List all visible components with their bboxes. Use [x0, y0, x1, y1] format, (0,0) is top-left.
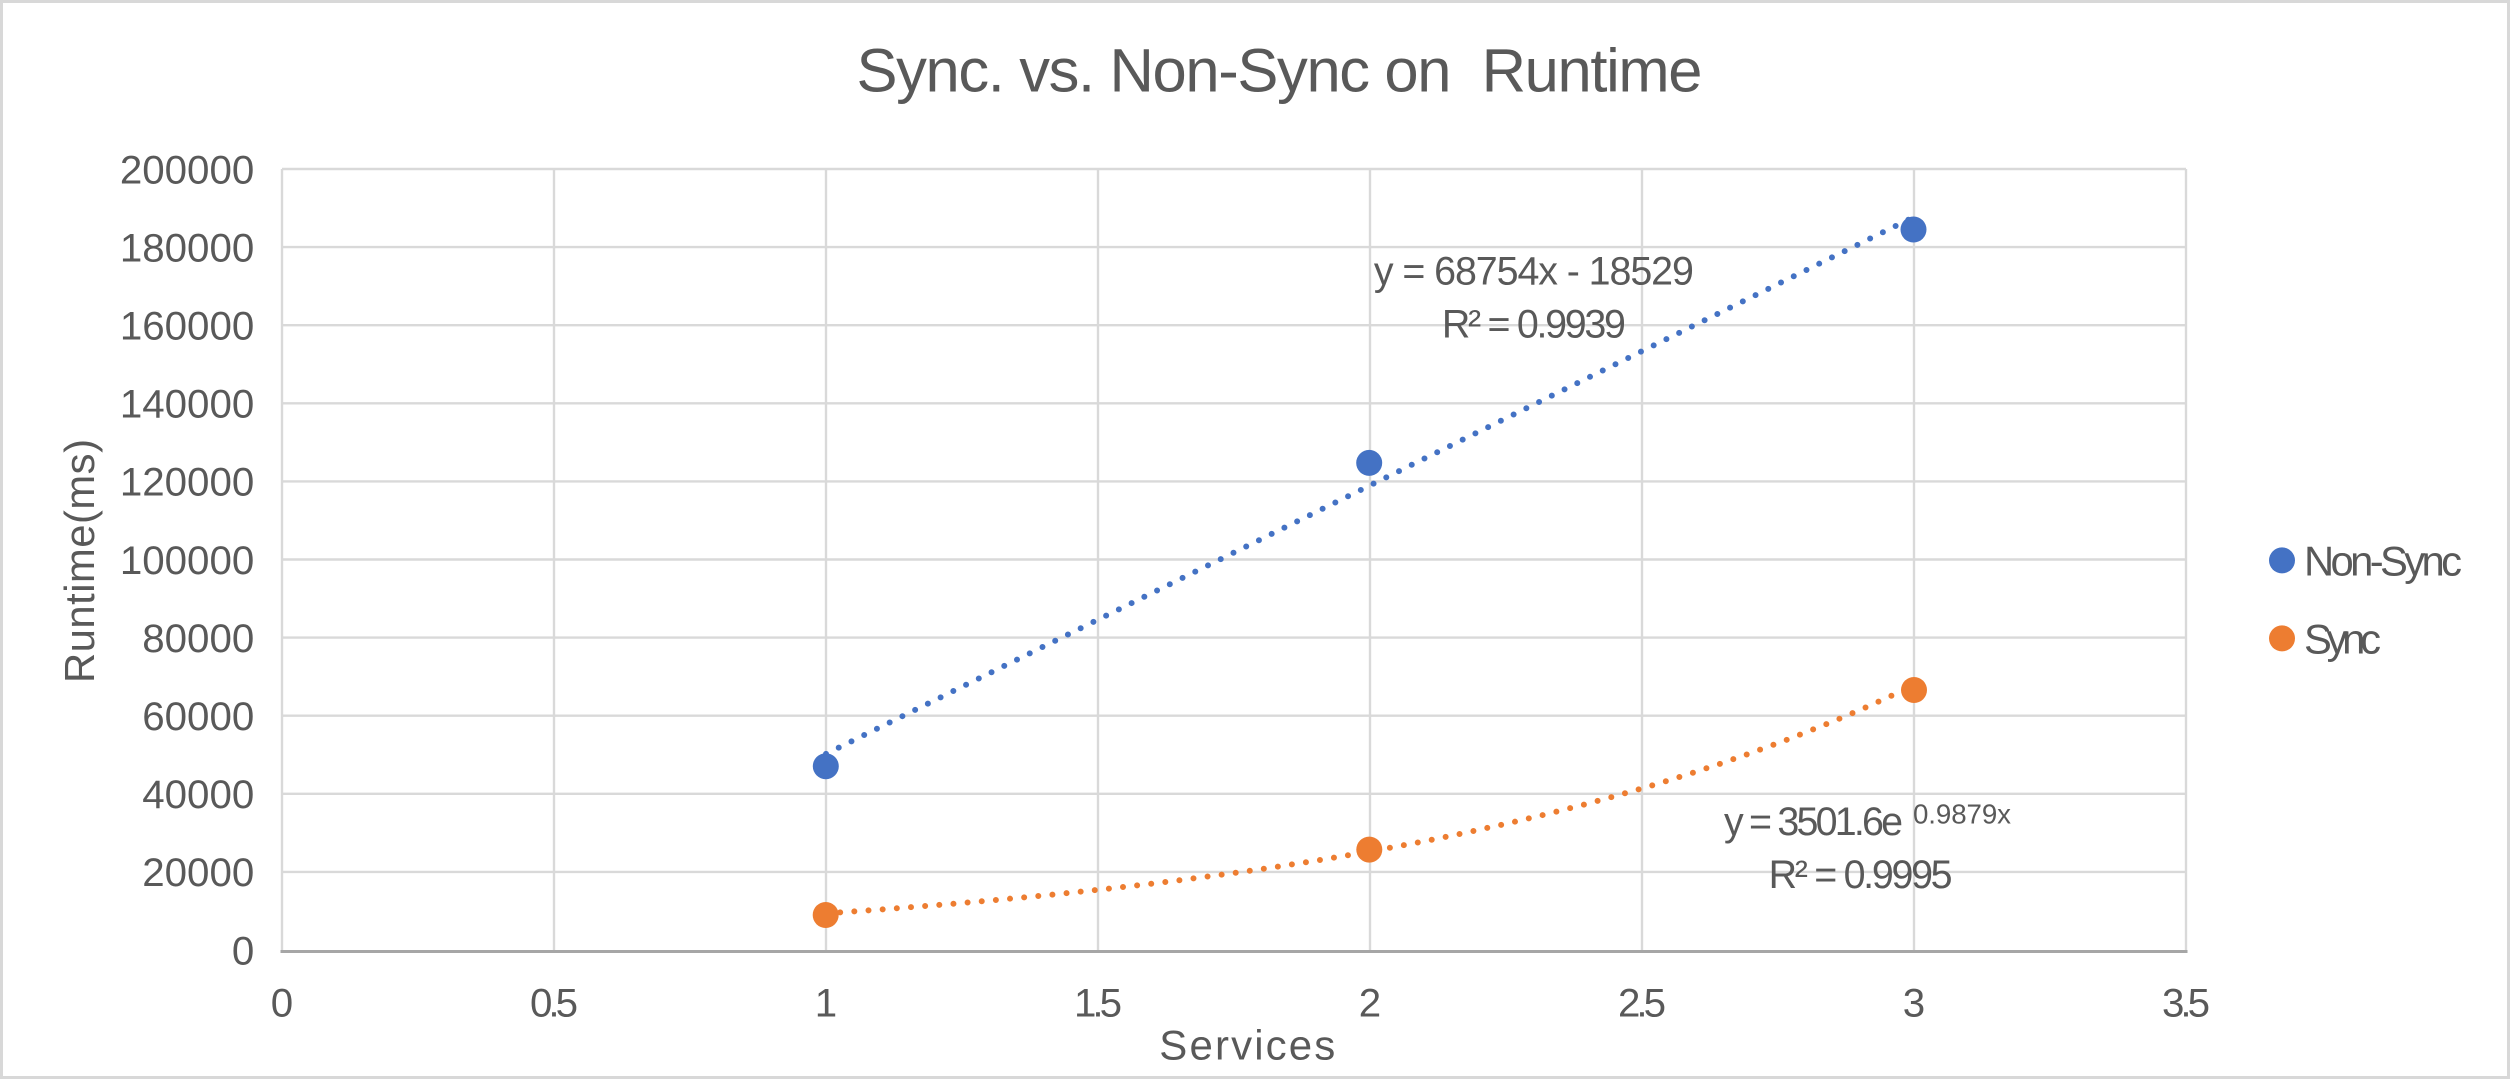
- svg-text:1.5: 1.5: [1074, 980, 1122, 1025]
- svg-text:160000: 160000: [120, 304, 254, 349]
- svg-text:R² = 0.9939: R² = 0.9939: [1442, 303, 1626, 347]
- svg-text:120000: 120000: [120, 460, 254, 505]
- svg-text:0.5: 0.5: [530, 980, 578, 1025]
- svg-text:Non-Sync: Non-Sync: [2304, 538, 2462, 585]
- svg-text:2: 2: [1359, 980, 1381, 1025]
- svg-text:80000: 80000: [142, 616, 254, 661]
- svg-text:0: 0: [232, 928, 254, 973]
- svg-text:Sync: Sync: [2304, 616, 2381, 663]
- svg-text:200000: 200000: [120, 147, 254, 192]
- svg-text:0.9879x: 0.9879x: [1913, 798, 2011, 829]
- svg-text:R² = 0.9995: R² = 0.9995: [1769, 853, 1953, 897]
- svg-text:Sync. vs. Non-Sync on Runtime: Sync. vs. Non-Sync on Runtime: [857, 37, 1703, 106]
- svg-text:y = 3501.6e: y = 3501.6e: [1724, 800, 1903, 844]
- svg-text:100000: 100000: [120, 538, 254, 583]
- svg-text:20000: 20000: [142, 850, 254, 895]
- svg-text:180000: 180000: [120, 225, 254, 270]
- svg-text:Services: Services: [1159, 1022, 1335, 1069]
- svg-text:60000: 60000: [142, 694, 254, 739]
- svg-text:1: 1: [815, 980, 837, 1025]
- svg-text:3: 3: [1903, 980, 1925, 1025]
- svg-text:2.5: 2.5: [1618, 980, 1666, 1025]
- svg-text:y = 68754x - 18529: y = 68754x - 18529: [1374, 250, 1694, 294]
- svg-text:3.5: 3.5: [2162, 980, 2210, 1025]
- svg-text:0: 0: [271, 980, 293, 1025]
- svg-text:40000: 40000: [142, 772, 254, 817]
- svg-text:140000: 140000: [120, 382, 254, 427]
- svg-text:Runtime(ms): Runtime(ms): [56, 439, 103, 683]
